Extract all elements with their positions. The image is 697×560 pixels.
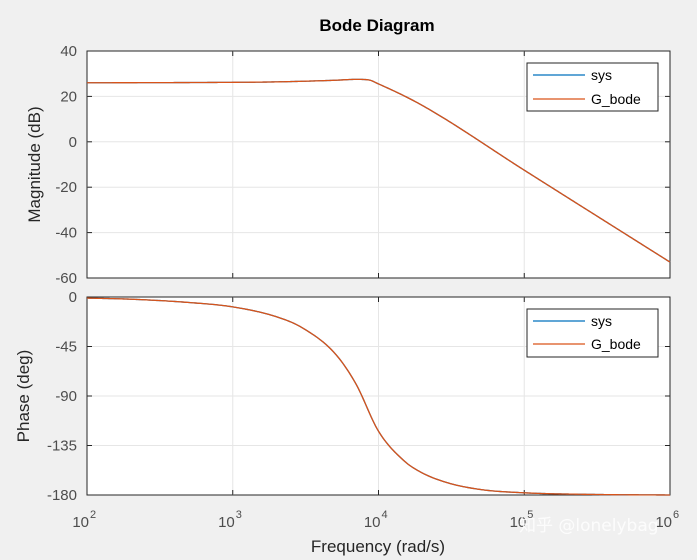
magnitude-legend-gbode-label: G_bode (591, 91, 641, 107)
mag-ytick-label-3: -20 (55, 179, 77, 196)
x-tick-base-0: 10 (72, 514, 89, 531)
phase-y-axis-label: Phase (deg) (14, 350, 33, 443)
magnitude-legend-box (526, 62, 659, 112)
ph-series-gbode-line (86, 297, 671, 496)
magnitude-legend: sys G_bode (526, 62, 659, 112)
magnitude-legend-sys-label: sys (591, 67, 612, 83)
mag-ytick-label-1: 20 (60, 88, 77, 105)
x-tick-base-4: 10 (655, 514, 672, 531)
chart-title: Bode Diagram (319, 16, 434, 35)
magnitude-y-axis-label: Magnitude (dB) (25, 106, 44, 222)
x-tick-base-1: 10 (218, 514, 235, 531)
magnitude-x-tickmarks (86, 51, 671, 278)
ph-ytick-label-1: -45 (55, 339, 77, 356)
phase-y-ticks: 0 -45 -90 -135 -180 (47, 289, 670, 504)
x-tick-label-1: 10 3 (218, 509, 242, 531)
mag-series-gbode-line (87, 78, 671, 263)
magnitude-series (87, 78, 671, 263)
x-tick-base-3: 10 (510, 514, 527, 531)
phase-legend-sys-label: sys (591, 313, 612, 329)
x-tick-label-2: 10 4 (364, 509, 388, 531)
magnitude-subplot: 40 20 0 -20 -40 -60 Magnitude (dB) sys G_bode (25, 43, 671, 287)
phase-subplot: 0 -45 -90 -135 -180 Phase (deg) sys G_bode (14, 289, 671, 504)
mag-ytick-label-2: 0 (69, 134, 77, 151)
ph-ytick-label-2: -90 (55, 388, 77, 405)
ph-ytick-label-3: -135 (47, 438, 77, 455)
x-tick-exp-2: 4 (382, 509, 388, 521)
x-tick-label-0: 10 2 (72, 509, 96, 531)
x-axis-label: Frequency (rad/s) (311, 537, 445, 556)
ph-ytick-label-4: -180 (47, 487, 77, 504)
magnitude-y-ticks: 40 20 0 -20 -40 -60 (55, 43, 670, 287)
magnitude-gridlines (87, 51, 670, 278)
x-tick-label-3: 10 5 (510, 509, 534, 531)
watermark: 知乎 @lonelybag (519, 516, 659, 536)
phase-legend-box (526, 308, 659, 358)
ph-ytick-label-0: 0 (69, 289, 77, 306)
x-tick-exp-4: 6 (673, 509, 679, 521)
x-tick-labels: 10 2 10 3 10 4 10 5 10 6 (72, 509, 679, 531)
phase-legend: sys G_bode (526, 308, 659, 358)
x-tick-exp-1: 3 (236, 509, 242, 521)
x-tick-exp-3: 5 (527, 509, 533, 521)
mag-ytick-label-0: 40 (60, 43, 77, 60)
x-tick-label-4: 10 6 (655, 509, 679, 531)
mag-ytick-label-4: -40 (55, 225, 77, 242)
x-tick-exp-0: 2 (90, 509, 96, 521)
mag-ytick-label-5: -60 (55, 270, 77, 287)
phase-legend-gbode-label: G_bode (591, 336, 641, 352)
x-tick-base-2: 10 (364, 514, 381, 531)
phase-gridlines (87, 297, 670, 495)
phase-series (86, 297, 671, 496)
